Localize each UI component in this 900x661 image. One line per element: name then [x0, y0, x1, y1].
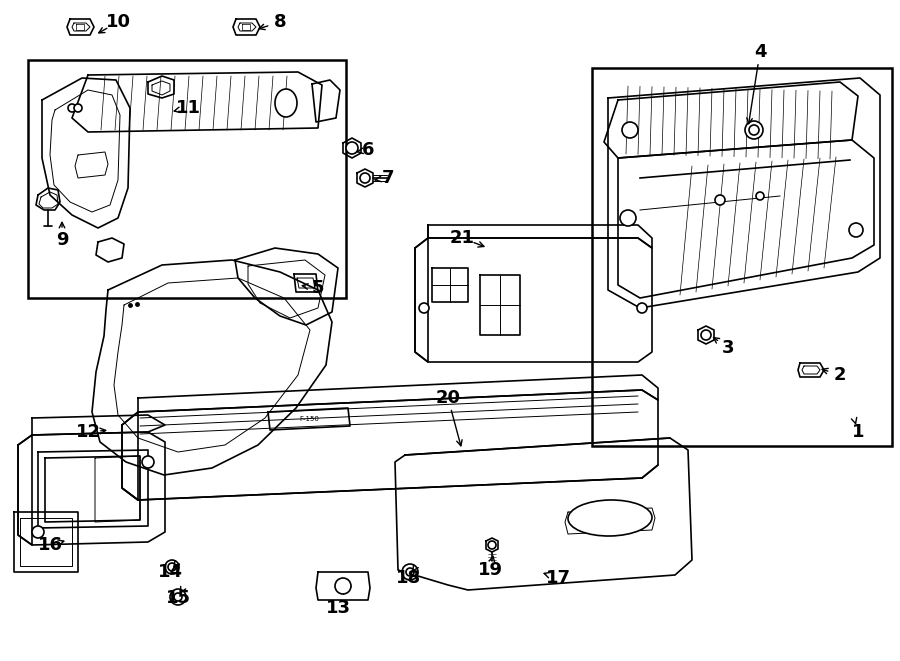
Ellipse shape [32, 526, 44, 538]
Text: 15: 15 [166, 589, 191, 607]
Ellipse shape [419, 303, 429, 313]
Text: 19: 19 [478, 561, 502, 579]
Text: 18: 18 [395, 569, 420, 587]
Text: 1: 1 [851, 423, 864, 441]
Ellipse shape [568, 500, 652, 536]
Ellipse shape [275, 89, 297, 117]
Ellipse shape [165, 560, 179, 574]
Text: 9: 9 [56, 231, 68, 249]
Ellipse shape [488, 541, 496, 549]
Text: 20: 20 [436, 389, 461, 407]
Text: 8: 8 [274, 13, 286, 31]
Ellipse shape [74, 104, 82, 112]
Ellipse shape [406, 568, 414, 576]
Ellipse shape [168, 563, 176, 571]
Ellipse shape [749, 125, 759, 135]
Text: 7: 7 [382, 169, 394, 187]
Ellipse shape [620, 210, 636, 226]
Text: 10: 10 [105, 13, 130, 31]
Ellipse shape [637, 303, 647, 313]
Text: 4: 4 [754, 43, 766, 61]
Ellipse shape [170, 589, 186, 605]
Text: 3: 3 [722, 339, 734, 357]
Text: 13: 13 [326, 599, 350, 617]
Ellipse shape [715, 195, 725, 205]
Bar [592, 68, 892, 446]
Text: 2: 2 [833, 366, 846, 384]
Text: F-150: F-150 [299, 416, 319, 422]
Bar [28, 60, 346, 298]
Text: 17: 17 [545, 569, 571, 587]
Text: 16: 16 [38, 536, 62, 554]
Ellipse shape [622, 122, 638, 138]
Text: 5: 5 [311, 279, 324, 297]
Ellipse shape [142, 456, 154, 468]
Text: 11: 11 [176, 99, 201, 117]
Ellipse shape [745, 121, 763, 139]
Text: 21: 21 [449, 229, 474, 247]
Text: 6: 6 [362, 141, 374, 159]
Ellipse shape [701, 330, 711, 340]
Ellipse shape [174, 593, 182, 601]
Text: 12: 12 [76, 423, 101, 441]
Ellipse shape [335, 578, 351, 594]
Ellipse shape [402, 564, 418, 580]
Ellipse shape [346, 142, 358, 154]
Ellipse shape [360, 173, 370, 183]
Ellipse shape [756, 192, 764, 200]
Ellipse shape [849, 223, 863, 237]
Text: 14: 14 [158, 563, 183, 581]
Ellipse shape [68, 104, 76, 112]
